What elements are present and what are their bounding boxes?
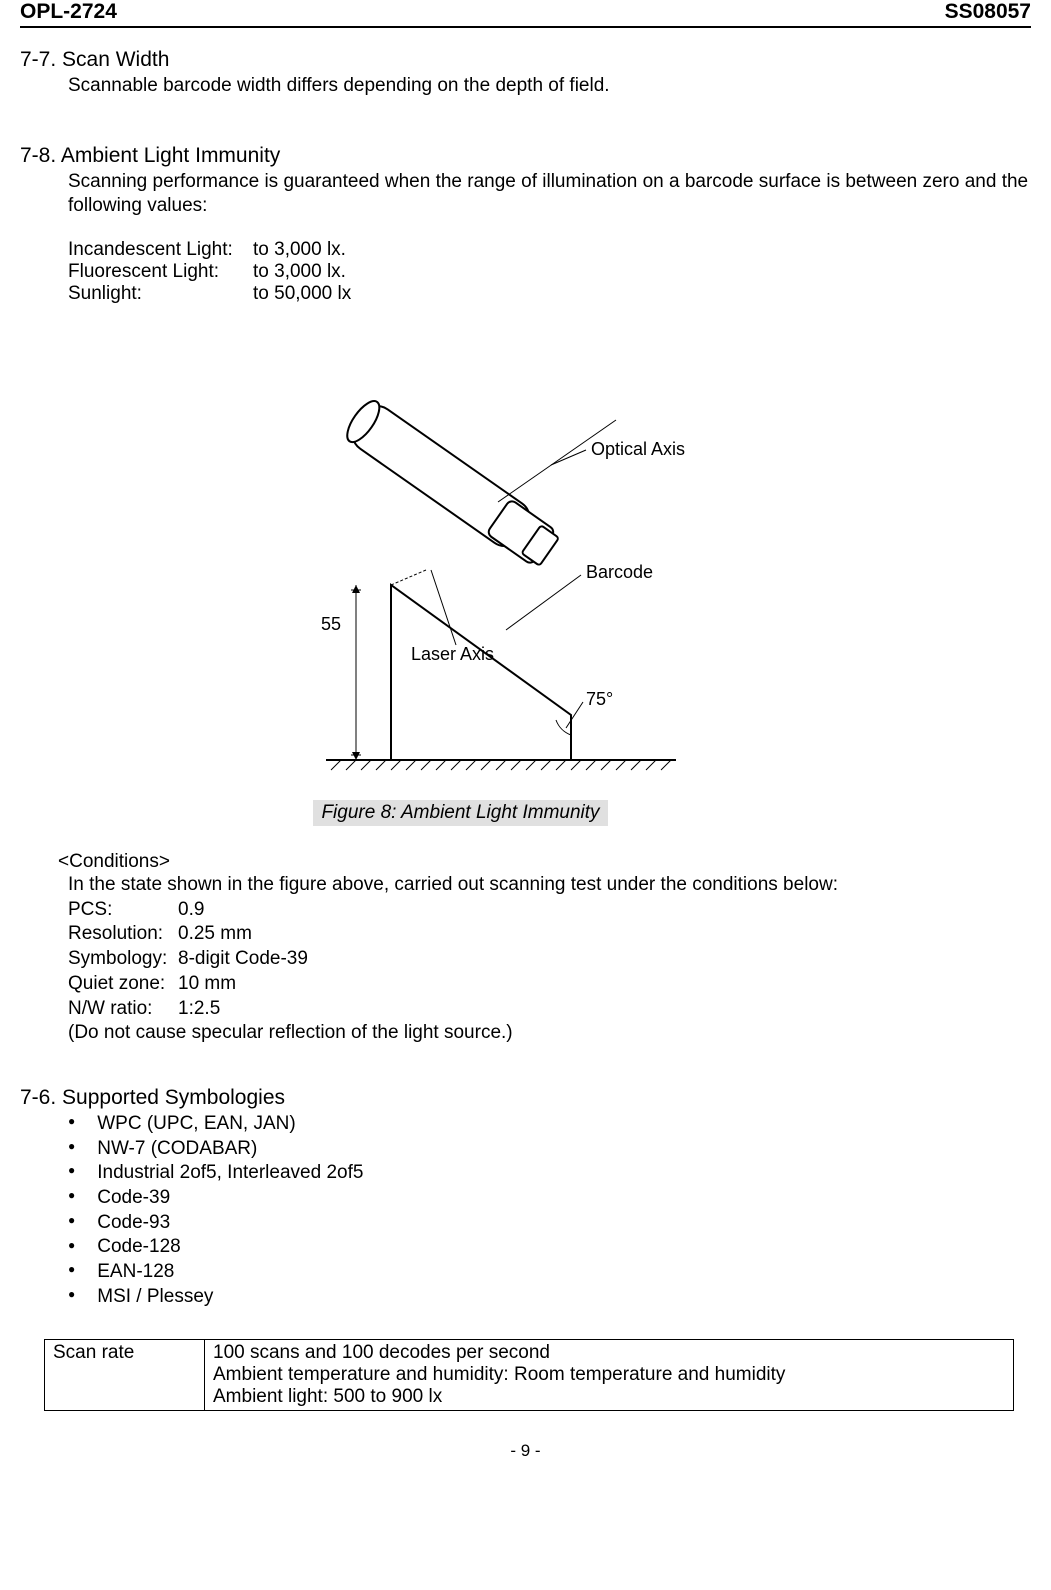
light-value-0: to 3,000 lx. — [253, 239, 346, 261]
scan-rate-label: Scan rate — [45, 1340, 205, 1411]
symbology-item-0: WPC (UPC, EAN, JAN) — [68, 1112, 1031, 1137]
section-7-7-body: Scannable barcode width differs dependin… — [68, 74, 1031, 99]
laser-axis-line — [391, 570, 426, 585]
cond-label-2: Symbology: — [68, 947, 178, 972]
conditions-intro: In the state shown in the figure above, … — [68, 873, 1031, 898]
cond-value-1: 0.25 mm — [178, 922, 252, 947]
cond-value-0: 0.9 — [178, 898, 204, 923]
barcode-label: Barcode — [586, 562, 653, 582]
light-label-2: Sunlight: — [68, 283, 253, 305]
scan-rate-table: Scan rate 100 scans and 100 decodes per … — [44, 1339, 1014, 1411]
scanner-body — [341, 396, 563, 571]
header-left: OPL-2724 — [20, 0, 117, 24]
angle-label: 75° — [586, 689, 613, 709]
section-7-6-title: 7-6. Supported Symbologies — [20, 1086, 1031, 1110]
scan-rate-value: 100 scans and 100 decodes per second Amb… — [205, 1340, 1014, 1411]
page-number: - 9 - — [20, 1441, 1031, 1461]
svg-text:55: 55 — [321, 614, 341, 634]
section-7-7-title: 7-7. Scan Width — [20, 48, 1031, 72]
light-value-2: to 50,000 lx — [253, 283, 351, 305]
cond-label-4: N/W ratio: — [68, 997, 178, 1022]
optical-axis-label: Optical Axis — [591, 439, 685, 459]
light-value-1: to 3,000 lx. — [253, 261, 346, 283]
angle-arc — [556, 720, 571, 735]
cond-label-1: Resolution: — [68, 922, 178, 947]
optical-axis-extension — [498, 420, 616, 502]
symbology-item-3: Code-39 — [68, 1186, 1031, 1211]
symbology-item-5: Code-128 — [68, 1235, 1031, 1260]
conditions-note: (Do not cause specular reflection of the… — [68, 1021, 1031, 1046]
light-table: Incandescent Light: to 3,000 lx. Fluores… — [68, 239, 1031, 305]
dimension-55: 55 — [321, 585, 361, 760]
symbology-item-1: NW-7 (CODABAR) — [68, 1137, 1031, 1162]
symbology-list: WPC (UPC, EAN, JAN) NW-7 (CODABAR) Indus… — [68, 1112, 1031, 1310]
barcode-stand — [391, 585, 571, 760]
symbology-item-6: EAN-128 — [68, 1260, 1031, 1285]
cond-label-0: PCS: — [68, 898, 178, 923]
conditions-header: <Conditions> — [58, 851, 1031, 873]
ambient-light-figure: 55 Optical Axis Barcode — [296, 350, 756, 795]
header-right: SS08057 — [945, 0, 1031, 24]
figure-caption: Figure 8: Ambient Light Immunity — [313, 800, 607, 826]
light-label-1: Fluorescent Light: — [68, 261, 253, 283]
ground-hatch — [326, 760, 676, 770]
symbology-item-7: MSI / Plessey — [68, 1285, 1031, 1310]
light-label-0: Incandescent Light: — [68, 239, 253, 261]
symbology-item-4: Code-93 — [68, 1211, 1031, 1236]
section-7-8-body: Scanning performance is guaranteed when … — [68, 170, 1031, 219]
section-7-8-title: 7-8. Ambient Light Immunity — [20, 144, 1031, 168]
cond-value-4: 1:2.5 — [178, 997, 220, 1022]
cond-value-3: 10 mm — [178, 972, 236, 997]
cond-label-3: Quiet zone: — [68, 972, 178, 997]
cond-value-2: 8-digit Code-39 — [178, 947, 308, 972]
symbology-item-2: Industrial 2of5, Interleaved 2of5 — [68, 1161, 1031, 1186]
laser-axis-label: Laser Axis — [411, 644, 494, 664]
